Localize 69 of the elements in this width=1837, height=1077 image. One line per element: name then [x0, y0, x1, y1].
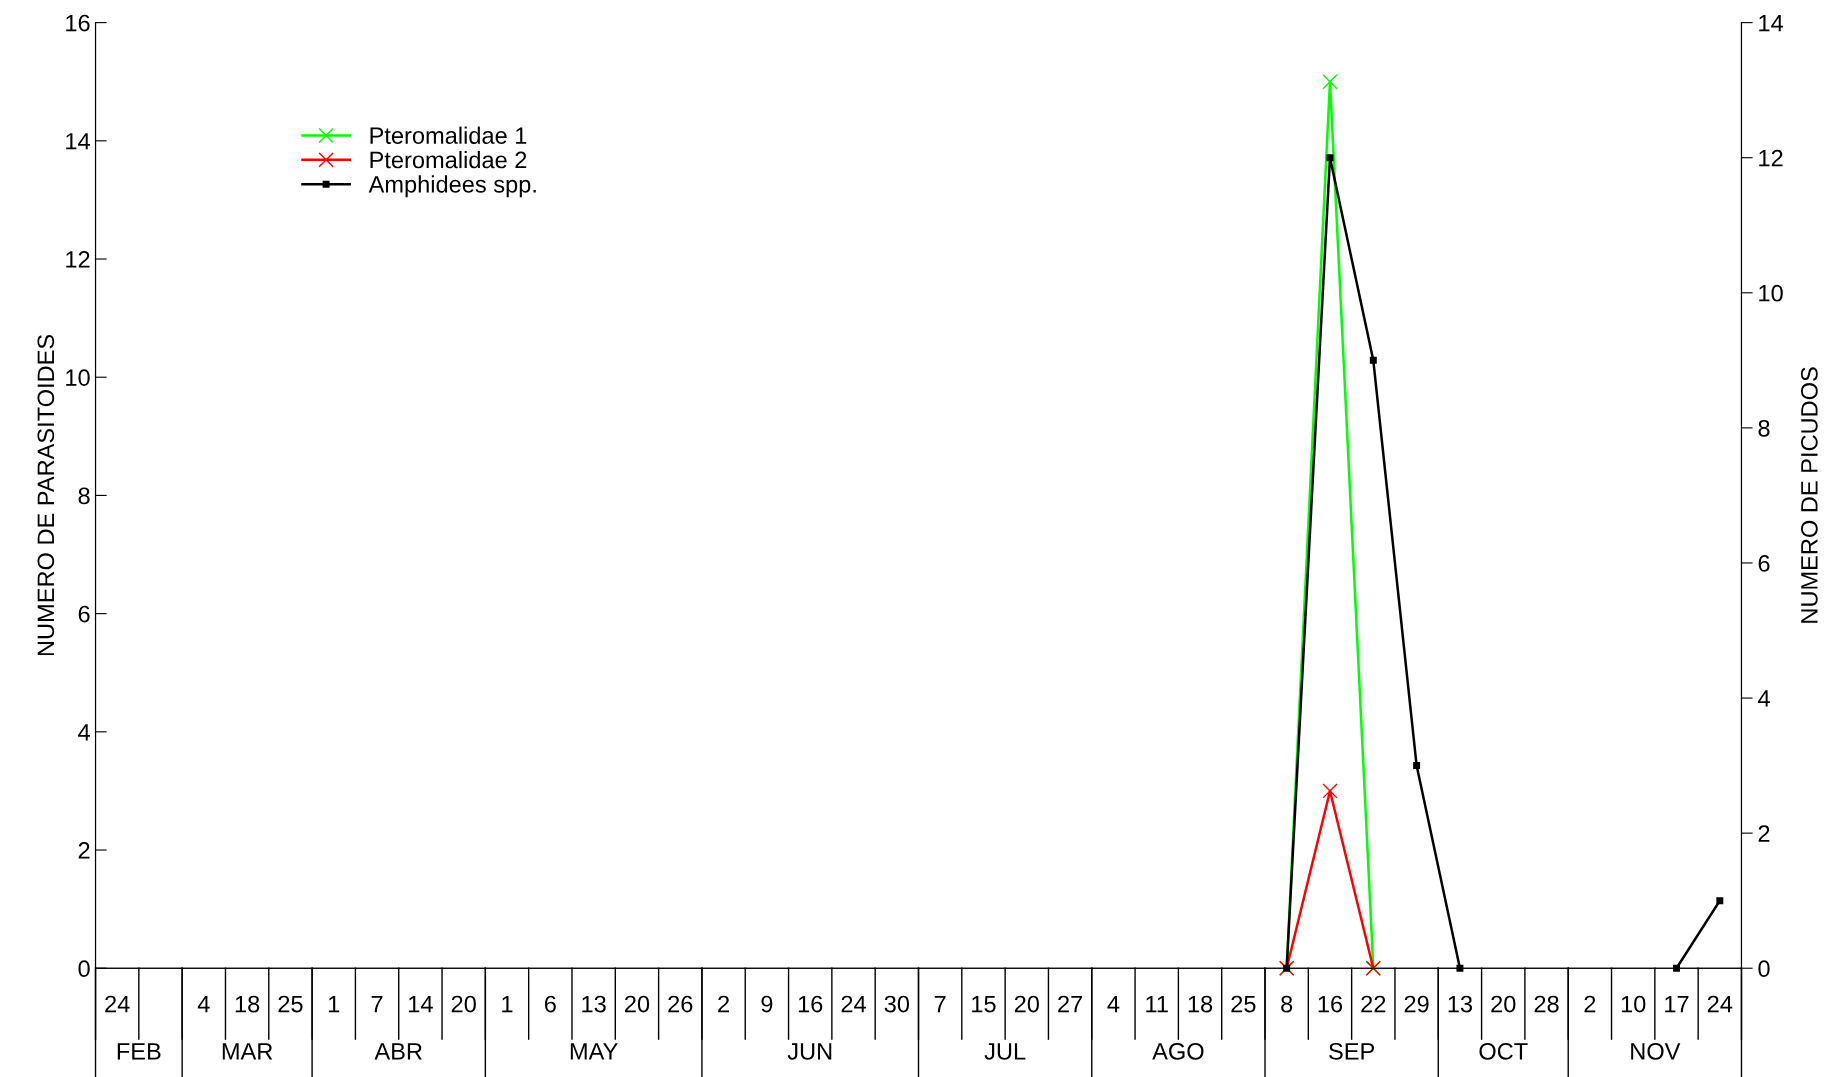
x-tick-label: 25 [1231, 995, 1256, 1013]
x-tick-label: 20 [625, 995, 650, 1013]
legend-label: Pteromalidae 2 [370, 150, 527, 169]
x-tick-label: 4 [1107, 995, 1120, 1013]
y2-tick-label: 6 [1758, 555, 1770, 572]
text: OCT [1479, 1042, 1528, 1060]
y-tick-label: 12 [66, 251, 90, 268]
text: MAY [570, 1043, 618, 1060]
y2-tick-label: 2 [1758, 825, 1770, 842]
x-tick-label: 7 [934, 995, 946, 1013]
y-tick-label: 8 [78, 487, 90, 505]
x-tick-label: 2 [718, 995, 729, 1013]
y-axis-title: NUMERO DE PARASITOIDES [37, 334, 55, 656]
x-tick-label: 16 [798, 995, 823, 1013]
y2-axis-title: NUMERO DE PICUDOS [1801, 367, 1818, 623]
text: AGO [1152, 1042, 1204, 1060]
x-tick-label: 7 [371, 995, 383, 1013]
x-tick-label: 28 [1534, 995, 1559, 1013]
x-tick-label: 20 [1014, 995, 1039, 1013]
x-tick-label: 24 [841, 995, 866, 1013]
x-tick-label: 24 [105, 995, 130, 1013]
text: JUL [984, 1043, 1026, 1060]
y2-tick-label: 4 [1757, 690, 1770, 707]
x-tick-label: 25 [278, 995, 303, 1013]
y2-tick-label: 0 [1758, 960, 1770, 978]
y-tick-label: 10 [66, 369, 90, 387]
x-tick-label: 20 [451, 995, 476, 1013]
x-tick-label: 14 [409, 995, 433, 1013]
x-tick-label: 18 [235, 995, 260, 1013]
x-tick-label: 1 [328, 995, 340, 1013]
x-tick-label: 15 [972, 995, 996, 1013]
text: MAR [222, 1043, 273, 1060]
legend-label: Amphidees spp. [368, 175, 536, 198]
x-tick-label: 8 [1281, 995, 1293, 1013]
y-tick-label: 2 [78, 842, 90, 859]
y2-tick-label: 14 [1759, 14, 1784, 32]
x-tick-label: 16 [1318, 995, 1343, 1013]
text: ABR [374, 1043, 422, 1060]
y2-tick-label: 12 [1759, 149, 1783, 167]
x-tick-label: 26 [668, 995, 693, 1013]
x-tick-label: 10 [1621, 995, 1646, 1013]
x-tick-label: 29 [1404, 995, 1429, 1013]
x-tick-label: 24 [1707, 995, 1733, 1013]
y-tick-label: 0 [78, 960, 90, 978]
legend-label: Pteromalidae 1 [370, 126, 527, 144]
text: NOV [1631, 1042, 1681, 1060]
x-tick-label: 13 [582, 995, 606, 1013]
x-tick-label: 1 [502, 995, 513, 1013]
text: SEP [1329, 1042, 1375, 1060]
y2-tick-label: 10 [1759, 284, 1783, 302]
y-tick-label: 14 [66, 133, 90, 150]
x-tick-label: 17 [1665, 995, 1689, 1013]
y-tick-label: 16 [66, 14, 90, 32]
y-tick-label: 4 [78, 724, 90, 741]
x-tick-label: 11 [1146, 995, 1168, 1013]
x-tick-label: 18 [1188, 995, 1213, 1013]
text: FEB [117, 1043, 161, 1060]
x-tick-label: 6 [544, 995, 556, 1013]
x-tick-label: 22 [1361, 995, 1386, 1013]
x-tick-label: 20 [1491, 995, 1516, 1013]
x-tick-label: 2 [1584, 995, 1596, 1013]
x-tick-label: 13 [1448, 995, 1473, 1013]
y2-tick-label: 8 [1758, 419, 1770, 437]
x-tick-label: 30 [884, 995, 910, 1013]
x-tick-label: 4 [197, 995, 210, 1013]
x-tick-label: 9 [761, 995, 773, 1013]
x-tick-label: 27 [1058, 995, 1083, 1013]
text: JUN [787, 1043, 832, 1060]
y-tick-label: 6 [78, 605, 90, 623]
